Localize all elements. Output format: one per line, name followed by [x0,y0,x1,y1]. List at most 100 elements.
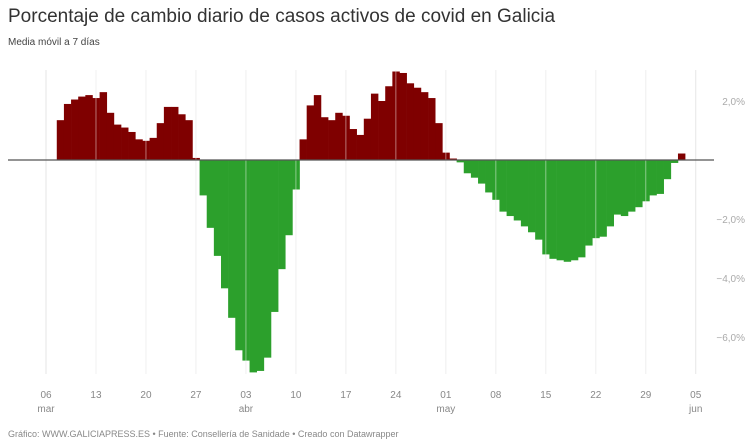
chart-title: Porcentaje de cambio diario de casos act… [8,6,556,27]
bar [578,160,586,258]
bar [156,123,165,161]
y-tick-label: 2,0% [722,97,745,108]
bar [549,160,557,259]
x-tick-label: 29 [640,390,652,401]
chart-subtitle: Media móvil a 7 días [8,37,100,48]
x-month-label: mar [37,404,55,415]
bar [406,83,415,160]
x-tick-label: 15 [540,390,552,401]
bar [213,160,222,256]
x-tick-label: 22 [590,390,602,401]
bar [185,120,193,160]
bar [363,118,372,160]
bar [599,160,607,237]
bar [342,115,350,160]
bar [335,112,343,160]
y-axis-labels: 2,0% −2,0% −4,0% −6,0% [716,97,745,344]
bar [113,124,122,160]
bar [313,95,322,160]
bar [320,117,329,160]
bar [242,160,250,361]
bar [492,160,500,200]
x-month-label: jun [688,404,702,415]
bar [149,137,158,161]
bar [456,160,465,163]
bar [278,160,286,270]
x-tick-label: 20 [140,390,152,401]
bar-chart: 2,0% −2,0% −4,0% −6,0% 06 mar 13 20 27 03 abr 10 17… [8,70,745,415]
bar [71,99,79,160]
bar [556,160,565,261]
bar [506,160,515,217]
y-tick-label: −4,0% [716,274,745,285]
bar [263,160,272,358]
bar [99,92,108,160]
bar [228,160,236,318]
bar [249,160,257,373]
bar [85,95,93,160]
bar [620,160,629,217]
bar [677,153,686,160]
x-axis-labels: 06 mar 13 20 27 03 abr 10 17 24 01 may 08 15 22 29 05 jun [37,390,702,415]
bar [206,160,215,228]
bar [106,112,115,160]
bar [56,120,65,160]
bar [513,160,522,221]
x-month-label: may [436,404,455,415]
bar [92,98,100,160]
bar [663,160,672,180]
bar [378,101,386,160]
y-tick-label: −2,0% [716,215,745,226]
bar [385,86,393,160]
bar [171,106,179,160]
bar [78,96,86,160]
bar [121,127,129,160]
bar [528,160,536,233]
bar [178,114,186,161]
bar [449,158,457,161]
bar [670,160,679,163]
bar [221,160,229,289]
bar [585,160,593,246]
bar [478,160,486,184]
bar [235,160,243,351]
bar [270,160,279,312]
bar [563,160,572,262]
bar [256,160,265,371]
bar [485,160,493,193]
bar-series [56,70,686,374]
x-month-label: abr [239,404,254,415]
bar [649,160,657,196]
bar [370,93,379,161]
bar [413,87,422,160]
bar [499,160,507,212]
bar [428,98,436,160]
x-tick-label: 08 [490,390,502,401]
bar [420,92,429,160]
bar [392,71,400,160]
bar [128,131,136,160]
bar [306,105,315,160]
bar [656,160,664,194]
bar [642,160,650,202]
bar [399,72,407,160]
bar [606,160,614,227]
x-tick-label: 06 [40,390,52,401]
bar [63,103,72,160]
bar [328,120,336,160]
bar [592,160,600,239]
x-tick-label: 01 [440,390,452,401]
bar [163,106,172,160]
bar [535,160,543,240]
bar [349,129,357,161]
bar [142,140,150,160]
bar [192,157,200,161]
bar [463,160,472,174]
y-tick-label: −6,0% [716,333,745,344]
bar [285,160,293,236]
bar [135,139,143,160]
x-tick-label: 27 [190,390,202,401]
bar [356,134,365,160]
x-tick-label: 10 [290,390,302,401]
bar [442,152,450,161]
